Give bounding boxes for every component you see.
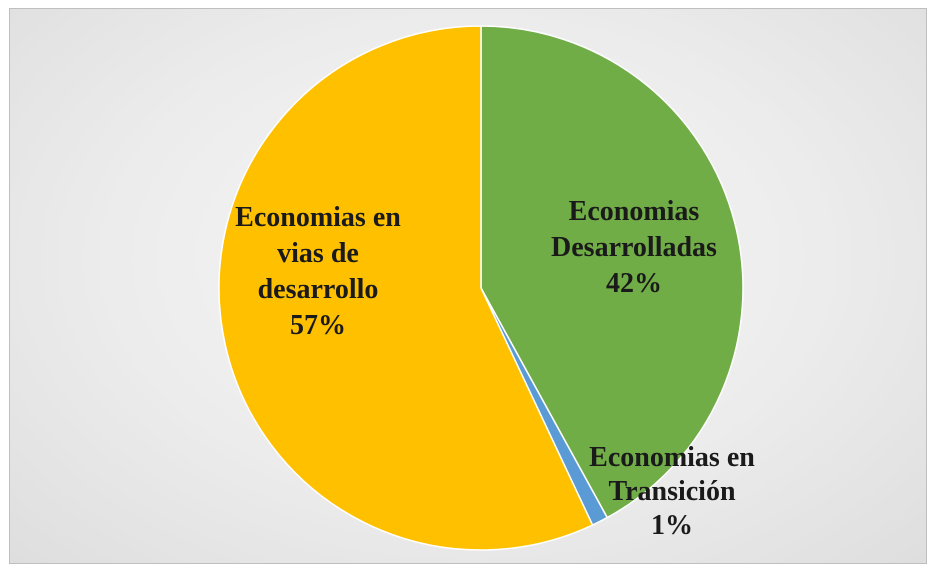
slice-labels: Economias Desarrolladas 42%Economias en Tra…	[235, 196, 755, 541]
slice-label-3-line-3: desarrollo	[258, 274, 379, 305]
slice-label-2-line-1: Economias en	[589, 442, 755, 473]
pie-slice-1	[480, 25, 744, 519]
slice-label-1: Economias Desarrolladas 42%	[551, 196, 717, 299]
slice-label-3: Economias en vias de desarrollo 57%	[235, 202, 401, 341]
slice-label-3-line-4: 57%	[290, 310, 346, 341]
slice-label-1-line-2: Desarrolladas	[551, 232, 717, 263]
pie-slices	[218, 25, 744, 551]
slice-label-2-line-2: Transición	[608, 476, 735, 507]
slice-label-1-line-1: Economias	[569, 196, 700, 227]
slice-label-3-line-2: vias de	[277, 238, 359, 269]
slice-label-2: Economias en Transición 1%	[589, 442, 755, 541]
slice-label-3-line-1: Economias en	[235, 202, 401, 233]
pie-slice-3	[218, 25, 594, 551]
slice-label-1-line-3: 42%	[606, 268, 662, 299]
slice-label-2-line-3: 1%	[651, 510, 693, 541]
